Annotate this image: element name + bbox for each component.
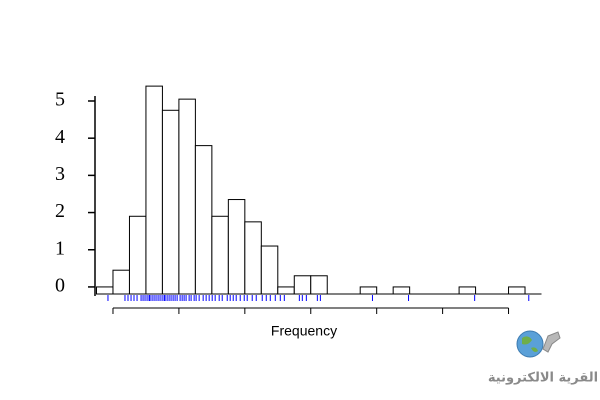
watermark-logo <box>516 330 561 358</box>
bar <box>128 215 147 295</box>
bar <box>310 275 328 295</box>
bar <box>112 269 130 295</box>
y-tick-label: 4 <box>55 126 65 148</box>
bar <box>211 215 229 295</box>
bar <box>260 245 279 295</box>
y-tick-label: 3 <box>55 163 65 185</box>
y-tick-label: 0 <box>55 275 65 297</box>
bar <box>277 286 295 295</box>
bar <box>227 199 246 295</box>
bar <box>145 85 163 295</box>
bar <box>508 286 526 295</box>
bar <box>194 145 213 295</box>
bar <box>458 286 477 295</box>
y-tick-label: 5 <box>55 89 65 111</box>
bar <box>293 275 312 295</box>
y-tick-label: 1 <box>55 237 65 259</box>
bar <box>392 286 411 295</box>
logo-tool <box>542 331 561 353</box>
bar <box>244 221 262 295</box>
bar <box>178 98 196 295</box>
logo-globe <box>516 330 544 358</box>
y-tick-label: 2 <box>55 200 65 222</box>
bar <box>359 286 378 295</box>
bar <box>161 109 180 295</box>
bar <box>96 286 114 295</box>
logo-land <box>522 336 538 352</box>
x-axis-label: Frequency <box>271 323 337 339</box>
watermark: القرية الالكترونية <box>488 371 598 386</box>
